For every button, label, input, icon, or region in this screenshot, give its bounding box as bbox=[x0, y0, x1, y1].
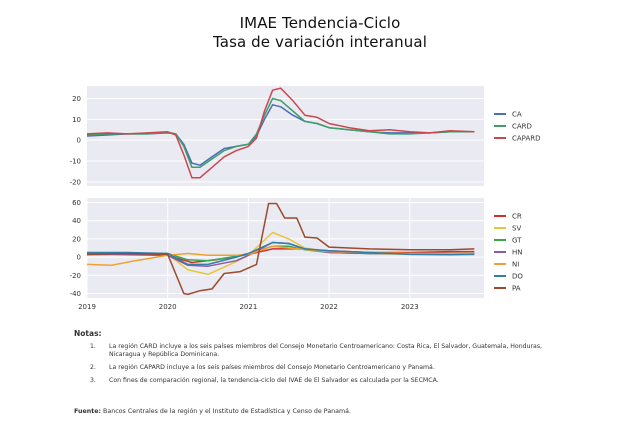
x-tick-label: 2019 bbox=[78, 303, 96, 311]
y-tick-label: 0 bbox=[77, 254, 81, 262]
note-item: 3. Con fines de comparación regional, la… bbox=[90, 377, 562, 385]
chart-title: IMAE Tendencia-Ciclo bbox=[239, 14, 401, 32]
source-line: Fuente: Bancos Centrales de la región y … bbox=[74, 408, 351, 415]
note-text: Con fines de comparación regional, la te… bbox=[109, 377, 439, 384]
y-tick-label: 0 bbox=[77, 137, 81, 145]
series-line-pa bbox=[86, 202, 475, 296]
y-tick-label: 10 bbox=[72, 116, 81, 124]
y-tick-label: -40 bbox=[70, 290, 81, 298]
legend-label: PA bbox=[512, 285, 521, 293]
series-line-do bbox=[87, 241, 475, 266]
note-text: La región CARD incluye a los seis países… bbox=[109, 343, 543, 359]
y-tick-label: 20 bbox=[72, 95, 81, 103]
y-tick-label: -10 bbox=[70, 158, 81, 166]
y-tick-label: -20 bbox=[70, 272, 81, 280]
plot-area bbox=[87, 86, 484, 186]
source-label: Fuente: bbox=[74, 408, 102, 415]
x-tick-label: 2020 bbox=[159, 303, 177, 311]
note-text: La región CAPARD incluye a los seis país… bbox=[109, 364, 435, 371]
x-tick-label: 2022 bbox=[320, 303, 338, 311]
y-tick-label: 20 bbox=[72, 235, 81, 243]
legend: CR SV GT HN NI DO PA bbox=[494, 213, 523, 293]
legend-label: DO bbox=[512, 273, 523, 281]
source-text: Bancos Centrales de la región y el Insti… bbox=[103, 408, 352, 415]
y-tick-label: -20 bbox=[70, 178, 81, 186]
series-line-capard bbox=[86, 87, 475, 179]
chart-subtitle: Tasa de variación interanual bbox=[213, 33, 427, 51]
legend-label: GT bbox=[512, 237, 522, 245]
x-tick-label: 2023 bbox=[401, 303, 419, 311]
chart-panel: 60 40 20 0 -20 -40 2019 2020 2021 2022 2023 CR SV GT H… bbox=[70, 198, 523, 311]
legend-label: CR bbox=[512, 213, 522, 221]
x-tick-label: 2021 bbox=[239, 303, 257, 311]
note-item: 2. La región CAPARD incluye a los seis p… bbox=[90, 364, 562, 372]
notes-heading: Notas: bbox=[74, 329, 102, 338]
chart-panel: 20 10 0 -10 -20 CA CARD CAPARD bbox=[70, 86, 541, 186]
legend-label: CARD bbox=[512, 123, 532, 131]
legend-label: SV bbox=[512, 225, 521, 233]
note-number: 3. bbox=[90, 377, 96, 384]
legend: CA CARD CAPARD bbox=[494, 111, 541, 143]
legend-label: CA bbox=[512, 111, 522, 119]
legend-label: NI bbox=[512, 261, 519, 269]
legend-label: HN bbox=[512, 249, 523, 257]
note-item: 1. La región CARD incluye a los seis paí… bbox=[90, 343, 562, 359]
y-tick-label: 60 bbox=[72, 199, 81, 207]
note-number: 1. bbox=[90, 343, 96, 350]
legend-label: CAPARD bbox=[512, 135, 541, 143]
note-number: 2. bbox=[90, 364, 96, 371]
charts-canvas: 20 10 0 -10 -20 CA CARD CAPARD 60 40 20 0 -20 -40 2019… bbox=[70, 86, 541, 311]
y-tick-label: 40 bbox=[72, 217, 81, 225]
